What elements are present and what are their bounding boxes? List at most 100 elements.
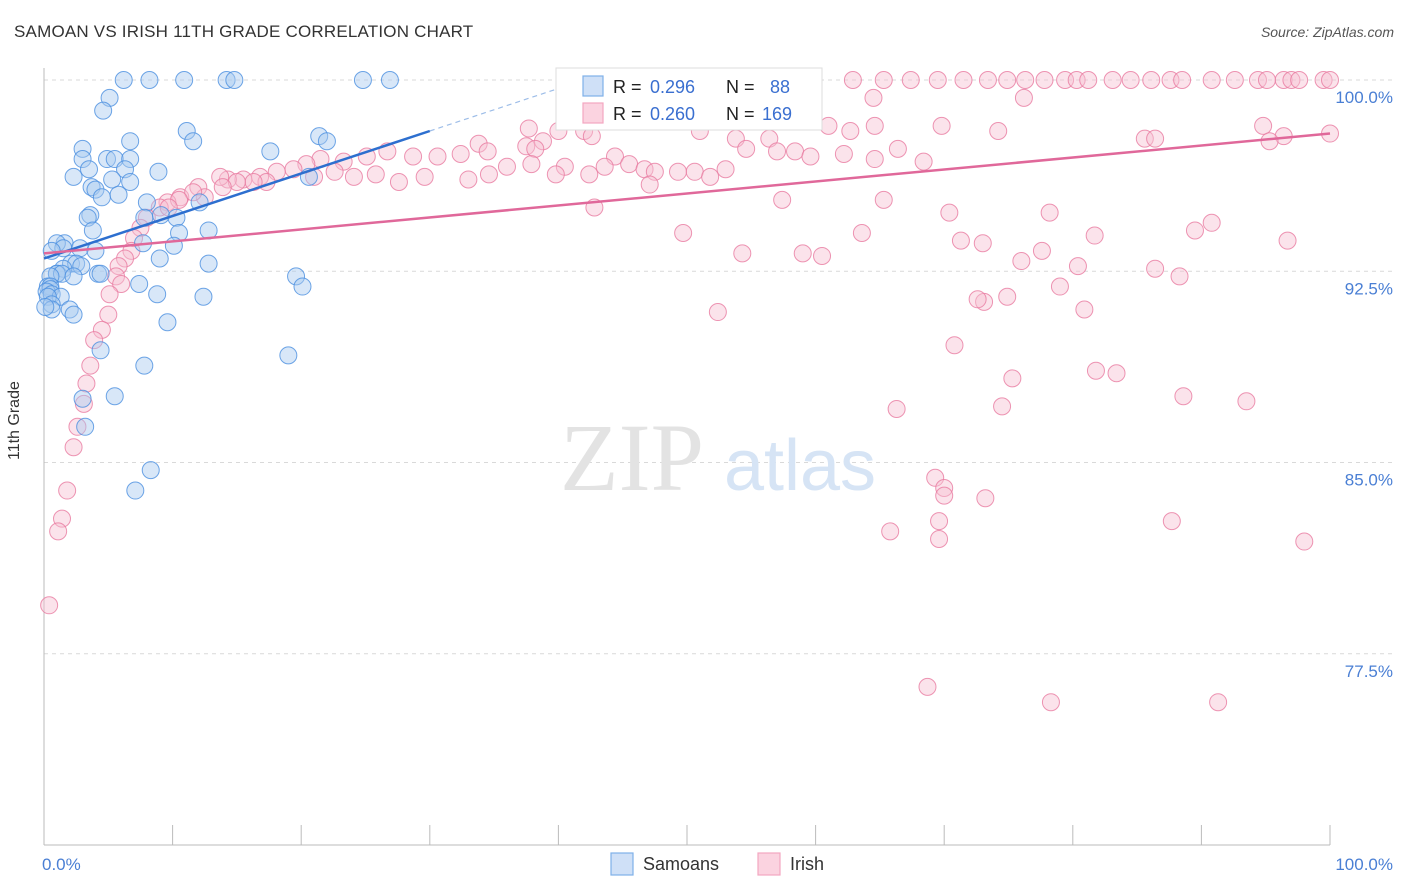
data-points <box>36 71 1339 712</box>
irish-point <box>930 530 949 548</box>
samoans-point <box>137 193 156 212</box>
samoans-point <box>225 71 244 89</box>
irish-point <box>1321 71 1339 89</box>
samoans-point <box>121 173 140 191</box>
y-tick-label: 100.0% <box>1335 88 1393 107</box>
samoans-point <box>64 305 83 324</box>
samoans-point <box>36 297 55 316</box>
irish-trend-line <box>43 132 1331 255</box>
samoans-point <box>293 277 312 296</box>
samoans-point <box>92 188 111 207</box>
irish-point <box>389 173 408 191</box>
irish-point <box>1032 241 1051 260</box>
irish-point <box>701 167 720 186</box>
x-tick-label-min: 0.0% <box>42 855 81 874</box>
legend-label-samoans: Samoans <box>643 854 719 874</box>
irish-point <box>580 165 599 184</box>
irish-point <box>928 71 947 89</box>
irish-point <box>189 178 208 197</box>
legend-r-label-samoans: R = <box>613 77 642 97</box>
legend-swatch-irish-bottom <box>757 852 781 876</box>
samoans-point <box>261 142 280 161</box>
irish-point <box>1170 267 1189 286</box>
irish-point <box>914 152 933 171</box>
irish-point <box>64 438 83 457</box>
irish-point <box>1035 71 1054 89</box>
irish-point <box>993 397 1012 416</box>
irish-point <box>1079 71 1098 89</box>
irish-point <box>40 596 59 615</box>
samoans-point <box>103 170 122 189</box>
samoans-point <box>175 71 194 89</box>
samoans-point <box>98 150 117 169</box>
samoans-point <box>86 241 105 260</box>
irish-point <box>1162 512 1181 531</box>
irish-point <box>801 147 820 166</box>
irish-point <box>100 285 119 304</box>
samoans-point <box>64 267 83 286</box>
samoans-point <box>126 481 145 500</box>
irish-point <box>1142 71 1161 89</box>
irish-point <box>1075 300 1094 319</box>
irish-point <box>170 190 189 209</box>
samoans-point <box>91 341 110 360</box>
irish-point <box>926 468 945 487</box>
irish-point <box>1274 71 1293 89</box>
irish-point <box>404 147 423 166</box>
irish-point <box>968 290 987 309</box>
irish-point <box>1050 277 1069 296</box>
irish-point <box>1202 213 1221 232</box>
irish-point <box>116 249 135 268</box>
x-tick-label-max: 100.0% <box>1335 855 1393 874</box>
irish-point <box>595 157 614 176</box>
irish-point <box>325 162 344 181</box>
legend-r-value-samoans: 0.296 <box>650 77 695 97</box>
irish-point <box>109 257 128 276</box>
samoans-point <box>199 254 218 273</box>
irish-point <box>1121 71 1140 89</box>
samoans-trend-line <box>43 129 431 260</box>
samoans-point <box>86 180 105 199</box>
irish-point <box>1068 257 1087 276</box>
irish-point <box>865 150 884 169</box>
irish-point <box>1290 71 1309 89</box>
legend-swatch-samoans <box>582 75 604 97</box>
irish-point <box>768 142 787 161</box>
irish-point <box>1260 132 1279 151</box>
samoans-point <box>105 387 124 406</box>
irish-point <box>555 157 574 176</box>
irish-point <box>1314 71 1333 89</box>
legend-n-label-samoans: N = <box>726 77 755 97</box>
samoans-point <box>140 71 159 89</box>
irish-point <box>1173 71 1192 89</box>
samoans-point <box>317 132 336 151</box>
irish-point <box>1085 226 1104 245</box>
irish-point <box>674 224 693 242</box>
gridlines: 77.5% 85.0% 92.5% 100.0% <box>44 79 1395 681</box>
samoans-point <box>148 285 167 304</box>
irish-point <box>213 178 232 197</box>
irish-point <box>112 275 131 293</box>
samoans-point <box>64 167 83 186</box>
irish-point <box>901 71 920 89</box>
irish-point <box>1237 392 1256 411</box>
irish-point <box>1016 71 1035 89</box>
irish-point <box>1174 387 1193 406</box>
legend-n-label-irish: N = <box>726 104 755 124</box>
irish-point <box>819 116 838 135</box>
irish-point <box>546 165 565 184</box>
series-legend: Samoans Irish <box>610 852 824 876</box>
irish-point <box>1146 259 1165 278</box>
irish-point <box>834 144 853 163</box>
irish-point <box>469 134 488 153</box>
irish-point <box>874 71 893 89</box>
irish-point <box>881 522 900 541</box>
samoans-point <box>135 356 154 375</box>
irish-point <box>945 336 964 355</box>
irish-point <box>668 162 687 181</box>
irish-point <box>951 231 970 250</box>
samoans-point <box>121 150 140 169</box>
irish-point <box>184 183 203 202</box>
irish-point <box>92 320 111 339</box>
